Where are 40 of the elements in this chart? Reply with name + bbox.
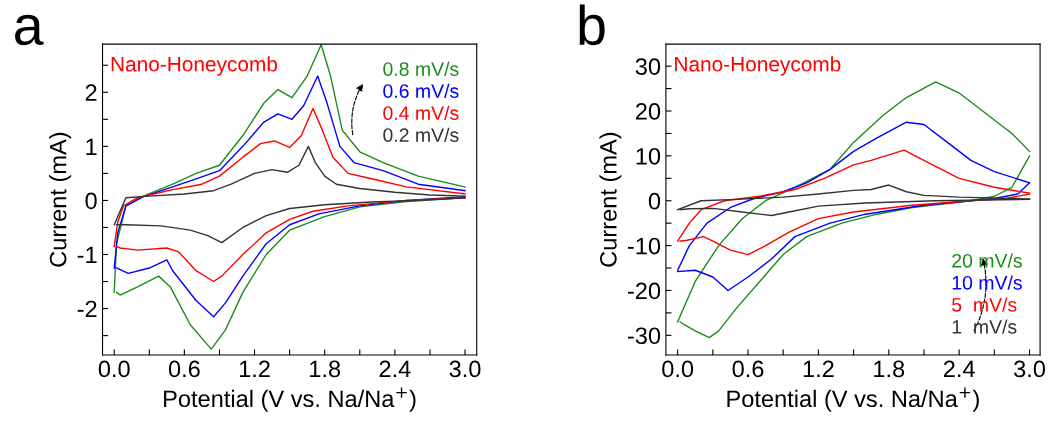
y-tick-label: -1 [77,246,97,264]
text: 0.8 mV/s [383,61,459,76]
y-tick-label: 30 [635,58,661,75]
x-tick-label: 1.2 [803,360,834,378]
y-tick-label: 10 [636,147,661,165]
y-axis-title: Current (mA) [599,132,622,267]
x-tick-label: 0.6 [732,360,764,378]
y-axis-title: Current (mA) [49,132,72,267]
annotation: Nano-Honeycomb [675,56,841,76]
text: 10 mV/s [952,275,1022,290]
y-tick-label: -30 [627,327,661,345]
x-tick-label: 3.0 [449,360,481,378]
text: 0.6 mV/s [383,83,459,98]
text: 20 mV/s [952,253,1022,268]
y-tick-label: 0 [85,192,97,210]
x-tick-label: 3.0 [1014,360,1046,378]
x-tick-label: 2.4 [379,360,411,378]
text: 0.4 mV/s [383,105,459,120]
x-axis-title: Potential (V vs. Na/Na$^{+}$) [164,387,416,412]
x-tick-label: 0.6 [168,360,200,378]
text: 0.2 mV/s [383,127,459,142]
y-tick-label: 2 [85,84,97,101]
x-tick-label: 2.4 [943,360,975,378]
y-tick-label: 20 [635,103,661,120]
x-tick-label: 1.2 [239,360,270,378]
x-tick-label: 0.0 [98,360,130,378]
annotation: Nano-Honeycomb [111,56,278,76]
chart-title: a [15,14,44,46]
x-tick-label: 1.8 [874,360,905,378]
x-tick-label: 0.0 [662,360,694,378]
y-tick-label: 1 [86,138,97,155]
text: 5 mV/s [952,297,1017,312]
chart-title: b [579,4,605,46]
y-tick-label: -20 [627,282,661,300]
y-tick-label: 0 [648,192,661,210]
y-tick-label: -10 [627,237,661,255]
x-axis-title: Potential (V vs. Na/Na$^{+}$) [727,387,979,412]
y-tick-label: -2 [77,300,97,318]
x-tick-label: 1.8 [310,360,341,378]
text: 1 mV/s [952,319,1017,334]
